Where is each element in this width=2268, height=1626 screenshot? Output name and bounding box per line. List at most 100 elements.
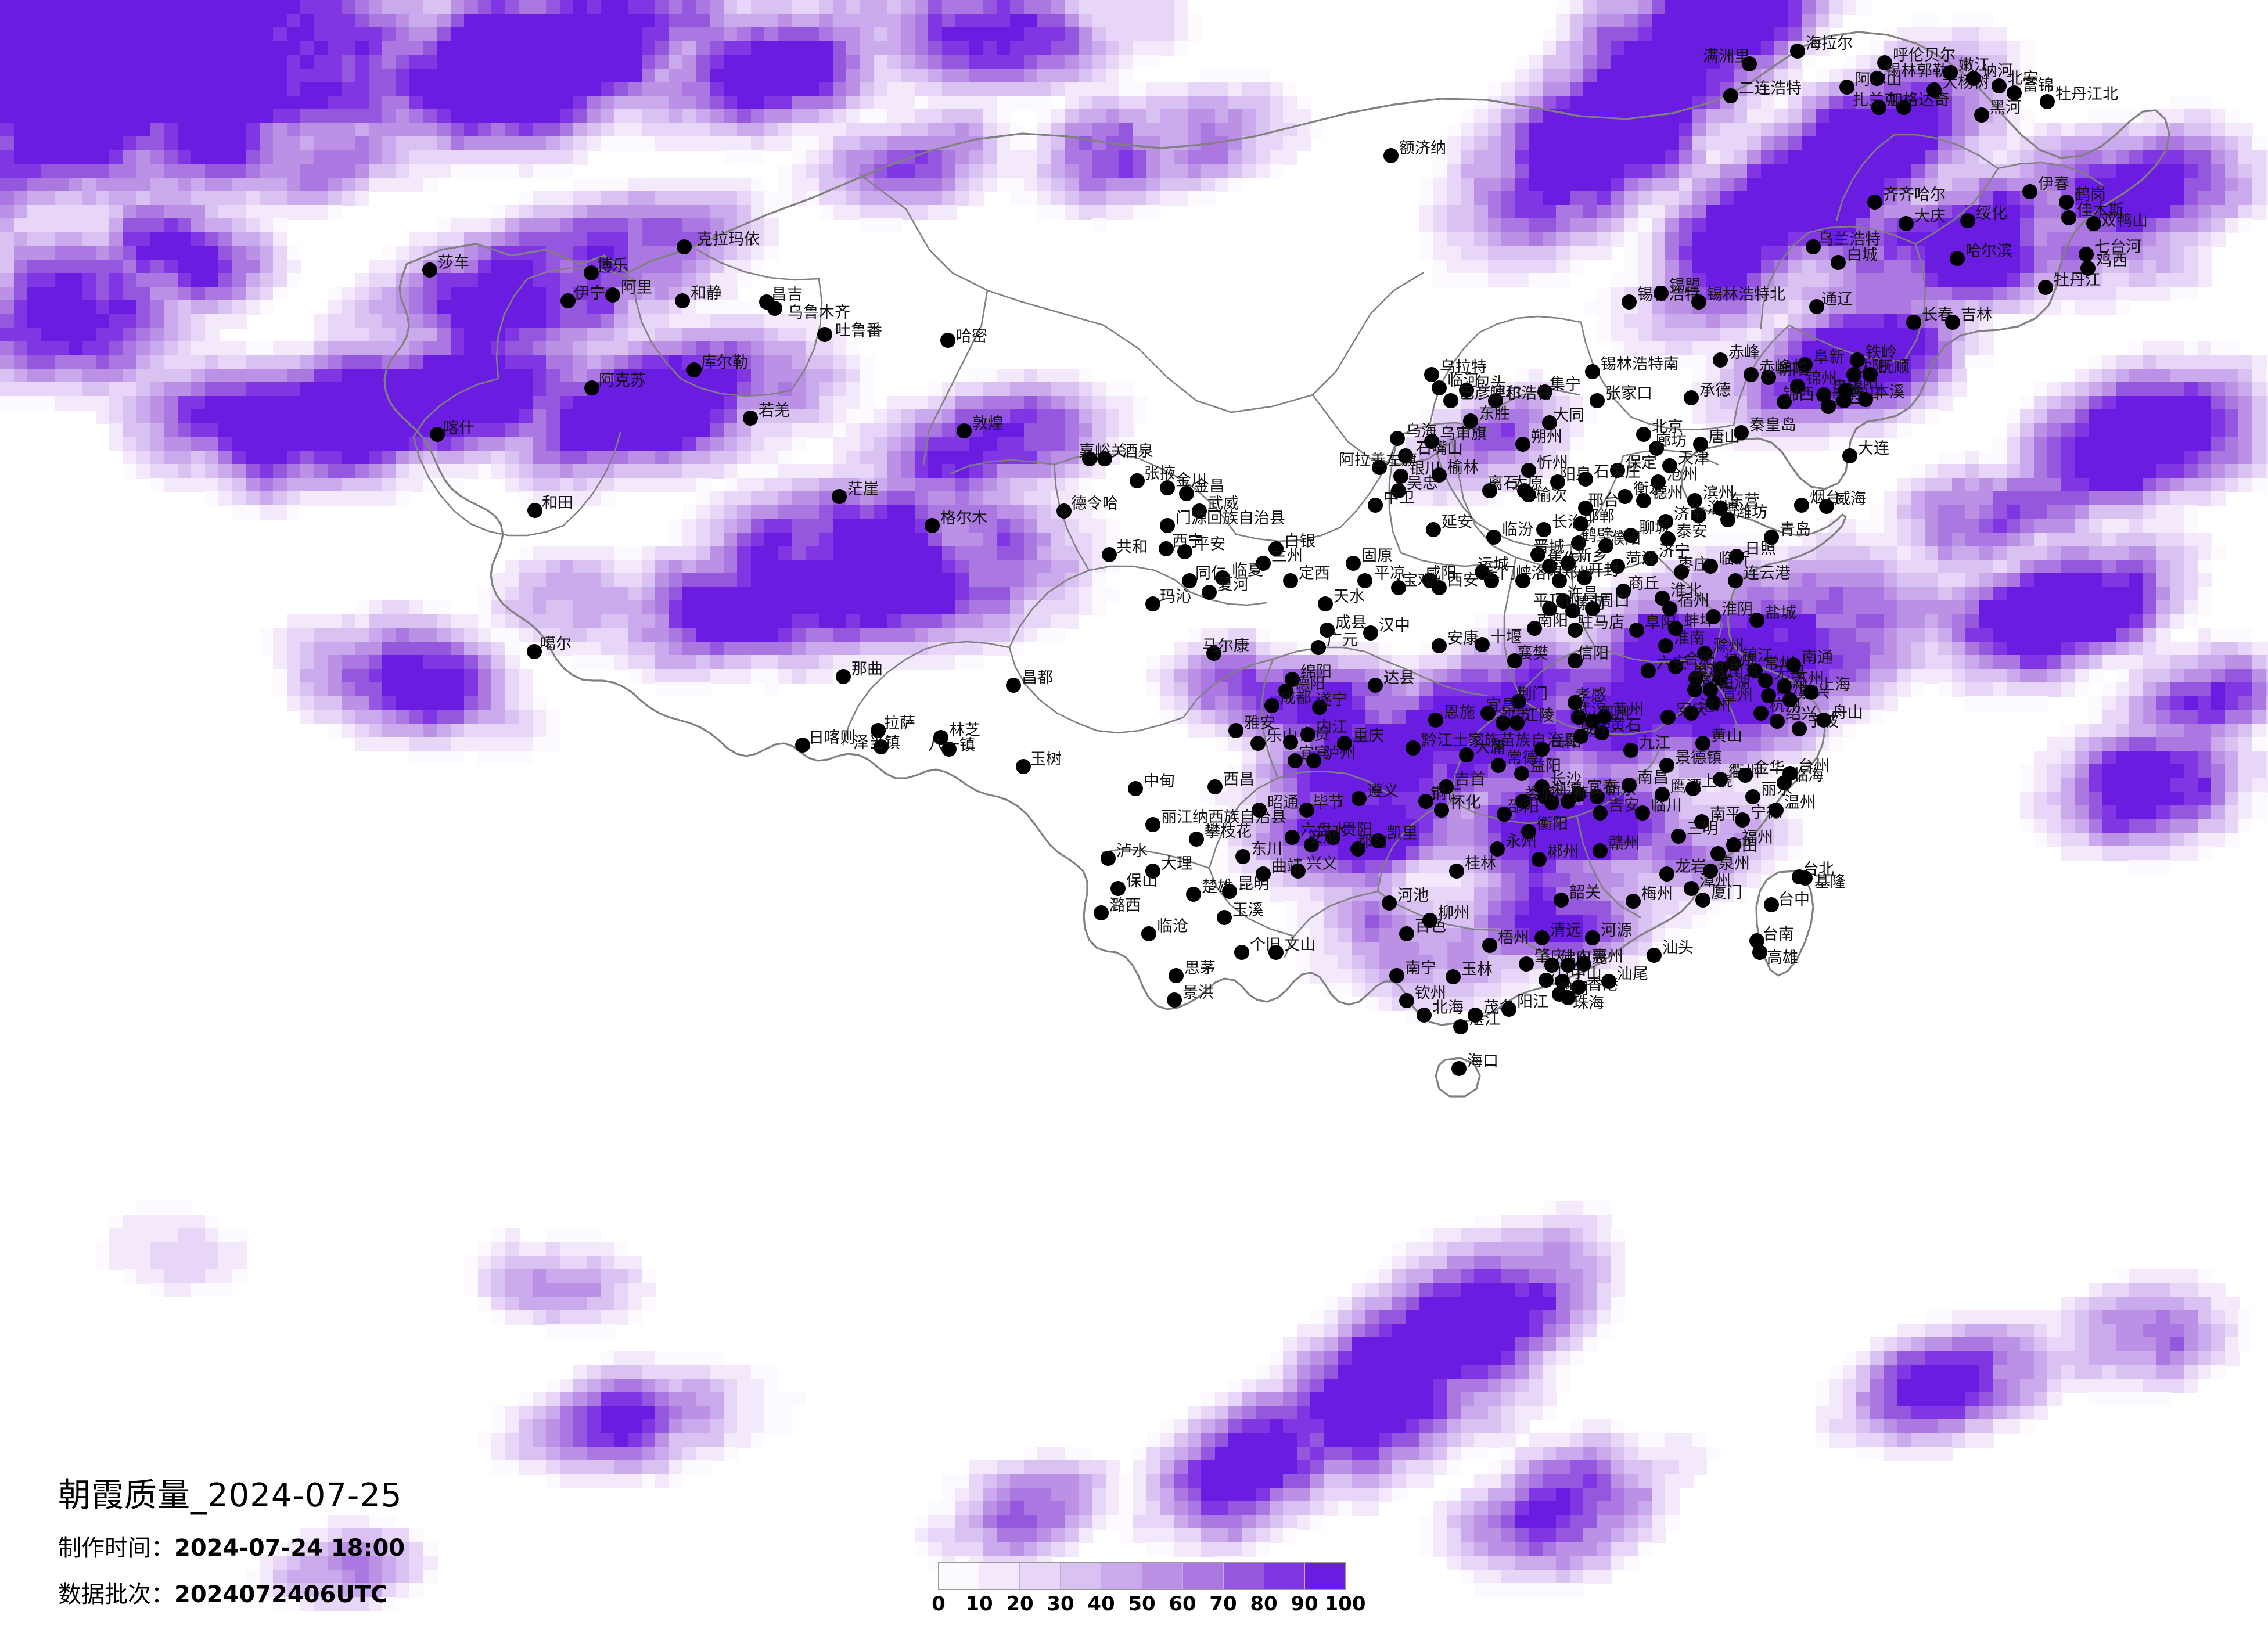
city-marker-dot[interactable] (1515, 437, 1530, 452)
city-marker-dot[interactable] (1145, 596, 1160, 611)
city-marker-dot[interactable] (1660, 710, 1676, 725)
city-marker-dot[interactable] (1782, 766, 1798, 781)
city-marker-dot[interactable] (1654, 286, 1669, 301)
city-marker-dot[interactable] (1468, 1008, 1483, 1023)
city-marker-dot[interactable] (1056, 503, 1072, 519)
city-marker-dot[interactable] (1554, 893, 1569, 908)
city-marker-dot[interactable] (1622, 294, 1637, 310)
city-marker-dot[interactable] (1744, 367, 1759, 382)
city-marker-dot[interactable] (1598, 538, 1613, 553)
city-marker-dot[interactable] (1511, 694, 1526, 709)
city-marker-dot[interactable] (1734, 425, 1749, 440)
city-marker-dot[interactable] (1372, 460, 1387, 475)
city-marker-dot[interactable] (1542, 415, 1557, 430)
city-marker-dot[interactable] (1870, 71, 1885, 86)
city-marker-dot[interactable] (675, 293, 690, 308)
city-marker-dot[interactable] (1424, 367, 1439, 382)
city-marker-dot[interactable] (1418, 794, 1433, 809)
city-marker-dot[interactable] (1325, 830, 1340, 845)
city-marker-dot[interactable] (1006, 678, 1021, 693)
city-marker-dot[interactable] (1761, 688, 1776, 703)
city-marker-dot[interactable] (1687, 682, 1702, 697)
city-marker-dot[interactable] (1537, 384, 1552, 400)
city-marker-dot[interactable] (1532, 852, 1547, 867)
city-marker-dot[interactable] (1552, 573, 1567, 588)
city-marker-dot[interactable] (1713, 501, 1728, 516)
city-marker-dot[interactable] (1228, 723, 1243, 738)
city-marker-dot[interactable] (1389, 968, 1404, 983)
city-marker-dot[interactable] (1573, 729, 1588, 744)
city-marker-dot[interactable] (1641, 663, 1656, 678)
city-marker-dot[interactable] (584, 265, 599, 280)
city-marker-dot[interactable] (1748, 663, 1763, 678)
city-marker-dot[interactable] (1729, 549, 1744, 564)
city-marker-dot[interactable] (1792, 721, 1807, 736)
city-marker-dot[interactable] (1777, 394, 1792, 409)
city-marker-dot[interactable] (1534, 742, 1550, 757)
city-marker-dot[interactable] (1571, 535, 1586, 551)
city-marker-dot[interactable] (1082, 451, 1097, 466)
city-marker-dot[interactable] (1629, 623, 1644, 638)
city-marker-dot[interactable] (1159, 541, 1174, 556)
city-marker-dot[interactable] (560, 293, 576, 308)
city-marker-dot[interactable] (1850, 352, 1865, 368)
city-marker-dot[interactable] (1256, 556, 1271, 571)
city-marker-dot[interactable] (1671, 829, 1686, 844)
city-marker-dot[interactable] (1439, 779, 1454, 794)
city-marker-dot[interactable] (1536, 522, 1551, 537)
city-marker-dot[interactable] (1561, 556, 1576, 571)
city-marker-dot[interactable] (1713, 352, 1728, 368)
city-marker-dot[interactable] (795, 738, 810, 753)
city-marker-dot[interactable] (1573, 516, 1588, 531)
city-marker-dot[interactable] (1659, 758, 1674, 773)
city-marker-dot[interactable] (1357, 573, 1372, 588)
city-marker-dot[interactable] (1422, 573, 1437, 588)
city-marker-dot[interactable] (677, 239, 692, 254)
city-marker-dot[interactable] (1695, 736, 1710, 751)
city-marker-dot[interactable] (1668, 659, 1683, 674)
city-marker-dot[interactable] (941, 742, 957, 757)
city-marker-dot[interactable] (1527, 621, 1542, 636)
city-marker-dot[interactable] (527, 503, 542, 518)
city-marker-dot[interactable] (1453, 1019, 1468, 1034)
city-marker-dot[interactable] (1482, 938, 1497, 953)
city-marker-dot[interactable] (1446, 969, 1461, 984)
city-marker-dot[interactable] (1451, 1061, 1467, 1076)
city-marker-dot[interactable] (1488, 393, 1503, 408)
city-marker-dot[interactable] (1685, 781, 1701, 796)
city-marker-dot[interactable] (1346, 556, 1361, 571)
city-marker-dot[interactable] (1399, 926, 1414, 941)
city-marker-dot[interactable] (1432, 380, 1447, 395)
city-marker-dot[interactable] (1534, 779, 1550, 794)
city-marker-dot[interactable] (1268, 945, 1284, 960)
city-marker-dot[interactable] (1398, 448, 1413, 463)
city-marker-dot[interactable] (1738, 768, 1753, 783)
city-marker-dot[interactable] (1371, 833, 1386, 848)
city-marker-dot[interactable] (1202, 585, 1217, 600)
city-marker-dot[interactable] (1668, 621, 1683, 636)
city-marker-dot[interactable] (1585, 364, 1600, 379)
city-marker-dot[interactable] (1660, 531, 1676, 546)
city-marker-dot[interactable] (1943, 65, 1958, 80)
city-marker-dot[interactable] (1234, 945, 1249, 960)
city-marker-dot[interactable] (1391, 483, 1406, 498)
city-marker-dot[interactable] (1299, 803, 1314, 818)
city-marker-dot[interactable] (1749, 613, 1764, 628)
city-marker-dot[interactable] (2038, 280, 2053, 295)
city-marker-dot[interactable] (1179, 486, 1194, 501)
city-marker-dot[interactable] (2022, 184, 2037, 199)
city-marker-dot[interactable] (1428, 713, 1443, 728)
city-marker-dot[interactable] (1798, 870, 1813, 886)
city-marker-dot[interactable] (1145, 817, 1160, 832)
city-marker-dot[interactable] (1177, 544, 1192, 559)
city-marker-dot[interactable] (1312, 700, 1327, 715)
city-marker-dot[interactable] (1618, 489, 1633, 504)
city-marker-dot[interactable] (1684, 706, 1699, 721)
city-marker-dot[interactable] (1539, 973, 1554, 988)
city-marker-dot[interactable] (1966, 71, 1981, 86)
city-marker-dot[interactable] (1662, 458, 1677, 473)
city-marker-dot[interactable] (1530, 547, 1545, 562)
city-marker-dot[interactable] (1726, 656, 1741, 671)
city-marker-dot[interactable] (1186, 887, 1201, 902)
city-marker-dot[interactable] (1480, 706, 1496, 721)
